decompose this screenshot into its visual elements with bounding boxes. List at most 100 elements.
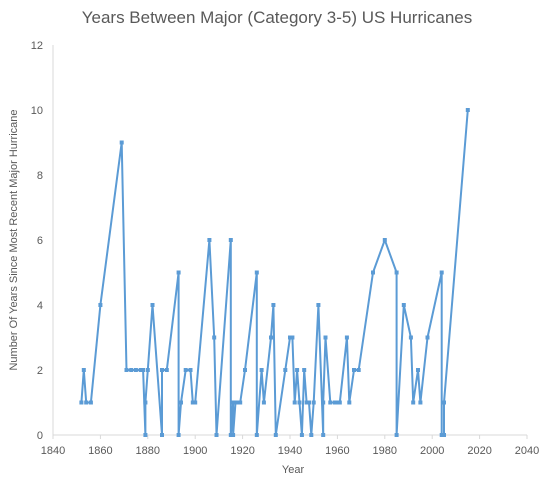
- data-point: [129, 368, 134, 372]
- data-point: [335, 400, 340, 405]
- x-tick-label: 2040: [515, 445, 539, 457]
- y-tick-label: 6: [37, 235, 43, 247]
- data-point: [328, 400, 333, 405]
- data-point: [307, 400, 311, 405]
- data-point: [179, 400, 183, 405]
- data-point: [304, 400, 309, 405]
- data-point: [228, 238, 233, 242]
- data-point: [439, 270, 444, 275]
- data-point: [188, 368, 193, 372]
- data-point: [124, 368, 129, 372]
- data-point: [214, 433, 219, 437]
- data-point: [207, 238, 212, 242]
- data-point: [88, 400, 93, 405]
- data-point: [323, 335, 328, 340]
- data-point: [84, 400, 89, 405]
- chart-title: Years Between Major (Category 3-5) US Hu…: [81, 8, 473, 27]
- data-point: [238, 400, 243, 405]
- x-tick-label: 1880: [136, 445, 160, 457]
- data-point: [283, 368, 288, 372]
- y-tick-label: 2: [37, 365, 43, 377]
- data-point: [254, 433, 259, 437]
- data-point: [411, 400, 416, 405]
- data-point: [442, 433, 446, 437]
- x-tick-label: 2020: [467, 445, 491, 457]
- x-tick-label: 1940: [278, 445, 302, 457]
- data-point: [352, 368, 356, 372]
- x-axis-label: Year: [281, 464, 305, 476]
- data-point: [141, 368, 146, 372]
- data-point: [418, 400, 423, 405]
- data-point: [408, 335, 413, 340]
- data-point: [356, 368, 361, 372]
- data-point: [337, 400, 342, 405]
- data-point: [371, 270, 375, 275]
- data-point: [145, 368, 150, 372]
- data-point: [98, 303, 103, 307]
- data-point: [344, 335, 349, 340]
- data-point: [442, 400, 446, 405]
- data-point: [133, 368, 138, 372]
- data-point: [190, 400, 195, 405]
- data-point: [269, 335, 273, 340]
- data-point: [176, 270, 181, 275]
- data-point: [176, 433, 181, 437]
- data-point: [292, 400, 297, 405]
- x-tick-label: 1920: [230, 445, 254, 457]
- data-point: [193, 400, 198, 405]
- data-point: [233, 400, 238, 405]
- x-tick-label: 1980: [373, 445, 397, 457]
- data-point: [235, 400, 240, 405]
- data-point: [231, 433, 236, 437]
- x-tick-label: 1960: [325, 445, 349, 457]
- data-point: [81, 368, 86, 372]
- data-point: [311, 400, 316, 405]
- x-tick-label: 1860: [88, 445, 112, 457]
- data-point: [261, 400, 266, 405]
- data-point: [259, 368, 264, 372]
- x-tick-label: 1900: [183, 445, 207, 457]
- data-point: [254, 270, 259, 275]
- x-tick-label: 2000: [420, 445, 444, 457]
- y-tick-label: 0: [37, 430, 43, 442]
- data-point: [138, 368, 143, 372]
- data-point: [333, 400, 337, 405]
- data-point: [160, 368, 164, 372]
- y-tick-label: 4: [37, 300, 43, 312]
- data-point: [394, 433, 399, 437]
- data-point: [401, 303, 406, 307]
- data-point: [465, 108, 470, 112]
- y-tick-label: 12: [31, 40, 43, 52]
- data-point: [299, 433, 304, 437]
- data-point: [119, 140, 124, 145]
- data-point: [302, 368, 307, 372]
- data-point: [143, 433, 148, 437]
- data-point: [321, 400, 326, 405]
- data-point: [316, 303, 321, 307]
- data-point: [347, 400, 352, 405]
- data-point: [143, 400, 148, 405]
- data-point: [228, 433, 233, 437]
- data-point: [290, 335, 295, 340]
- data-point: [164, 368, 169, 372]
- data-point: [183, 368, 188, 372]
- data-point: [295, 368, 300, 372]
- y-tick-label: 8: [37, 170, 43, 182]
- series-line: [80, 109, 469, 436]
- data-point: [150, 303, 155, 307]
- data-point: [321, 433, 326, 437]
- data-point: [243, 368, 247, 372]
- data-point: [273, 433, 278, 437]
- y-tick-label: 10: [31, 105, 43, 117]
- data-point: [394, 270, 399, 275]
- x-tick-label: 1840: [41, 445, 65, 457]
- data-point: [271, 303, 276, 307]
- data-point: [439, 433, 444, 437]
- data-point: [382, 238, 387, 242]
- data-point: [416, 368, 420, 372]
- data-point: [212, 335, 217, 340]
- data-point: [309, 433, 314, 437]
- data-point: [288, 335, 292, 340]
